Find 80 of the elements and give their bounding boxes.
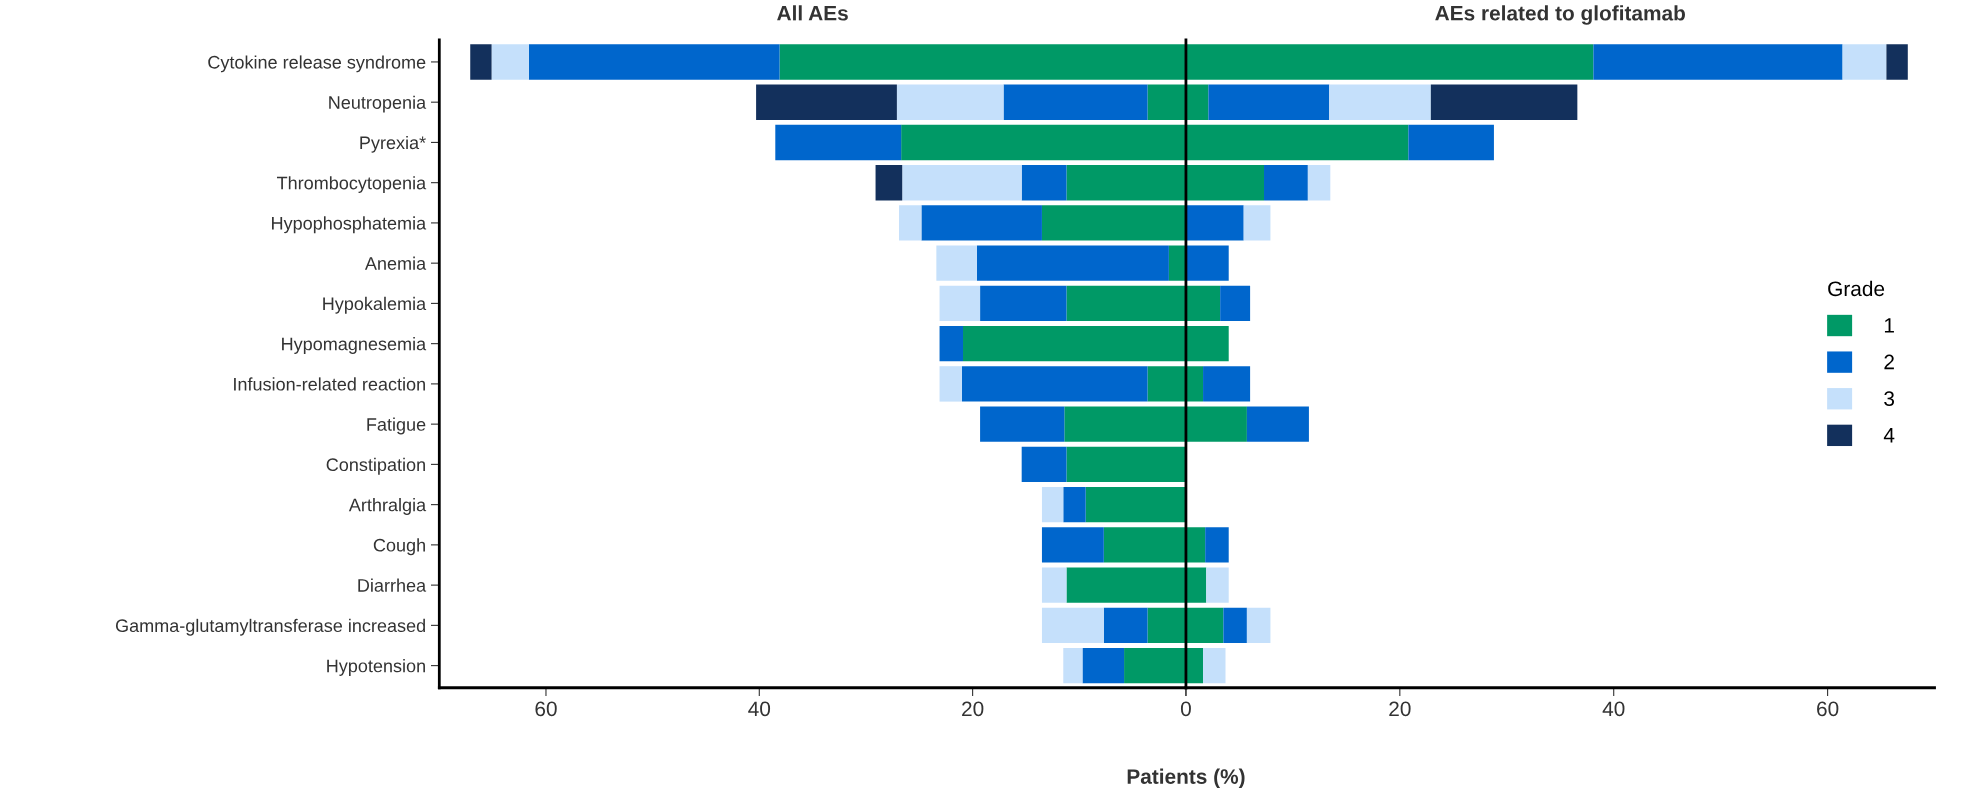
bar [1430, 84, 1578, 120]
bar [1063, 486, 1086, 523]
y-tick-label: Cough [373, 538, 425, 556]
bar [1243, 205, 1271, 241]
bar [1066, 446, 1186, 483]
x-tick-label: 40 [748, 701, 771, 717]
y-tick-label: Hypokalemia [323, 296, 427, 314]
x-axis-title: Patients (%) [1127, 768, 1245, 789]
bar [980, 285, 1067, 322]
y-tick-label: Hypotension [327, 659, 425, 676]
y-tick-label: Constipation [326, 457, 425, 475]
bar [1246, 607, 1271, 644]
bar [756, 84, 897, 120]
bar [961, 366, 1148, 402]
bar [775, 124, 902, 161]
bar [1041, 607, 1104, 644]
bar [1203, 366, 1251, 402]
bar [1329, 84, 1431, 120]
bar [1886, 44, 1908, 80]
legend-label: 2 [1884, 354, 1894, 370]
y-tick-label: Thrombocytopenia [276, 176, 427, 193]
bar [1063, 647, 1083, 684]
bar [1103, 607, 1148, 644]
bar [1208, 84, 1330, 120]
bar [896, 84, 1004, 120]
bar [1041, 527, 1104, 563]
bar [528, 44, 780, 80]
bar [470, 44, 492, 80]
bar [1082, 647, 1125, 684]
x-tick-label: 20 [1389, 701, 1411, 717]
bar [939, 325, 964, 362]
bar [1264, 164, 1308, 201]
y-tick-label: Cytokine release syndrome [208, 55, 426, 73]
chart-title: AEs related to glofitamab [1435, 5, 1685, 25]
y-tick-label: Fatigue [367, 417, 426, 435]
bar [1842, 44, 1887, 80]
y-tick-label: Neutropenia [329, 95, 427, 113]
y-tick-label: Arthralgia [348, 498, 427, 515]
bar [1041, 486, 1064, 523]
bar [1085, 486, 1186, 523]
bar [875, 164, 903, 201]
x-tick-label: 0 [1180, 701, 1191, 717]
x-tick-label: 60 [535, 701, 557, 717]
y-tick-label: Hypomagnesemia [282, 337, 427, 354]
bar [936, 245, 977, 281]
y-tick-label: Gamma-glutamyltransferase increased [115, 618, 425, 636]
y-tick-label: Pyrexia* [360, 135, 426, 153]
bar [1220, 285, 1251, 322]
legend-label: 4 [1883, 428, 1895, 443]
legend-label: 3 [1884, 391, 1895, 406]
bar [491, 44, 529, 80]
bar [976, 245, 1169, 281]
bar [899, 205, 922, 241]
x-tick-label: 40 [1602, 701, 1625, 717]
bar [939, 366, 962, 402]
chart-title: All AEs [777, 5, 848, 21]
bar [1408, 124, 1494, 161]
bar [902, 164, 1022, 201]
y-tick-label: Hypophosphatemia [272, 216, 427, 234]
bar [1223, 607, 1247, 644]
bar [921, 205, 1042, 241]
legend-title: Grade [1828, 280, 1885, 297]
x-tick-label: 60 [1817, 701, 1839, 717]
bar [939, 285, 981, 322]
y-tick-label: Diarrhea [358, 578, 427, 592]
bar [980, 406, 1065, 442]
bar [1593, 44, 1843, 80]
bar [1021, 446, 1067, 483]
legend-label: 1 [1884, 318, 1894, 333]
bar [1206, 567, 1229, 603]
bar [1205, 527, 1229, 563]
bar [1003, 84, 1148, 120]
bar [1203, 647, 1226, 684]
bar [1041, 567, 1067, 603]
y-tick-label: Infusion-related reaction [234, 377, 425, 391]
bar [1246, 406, 1309, 442]
bar [1307, 164, 1331, 201]
bar [1021, 164, 1067, 201]
y-tick-label: Anemia [364, 256, 427, 270]
x-tick-label: 20 [962, 701, 984, 717]
